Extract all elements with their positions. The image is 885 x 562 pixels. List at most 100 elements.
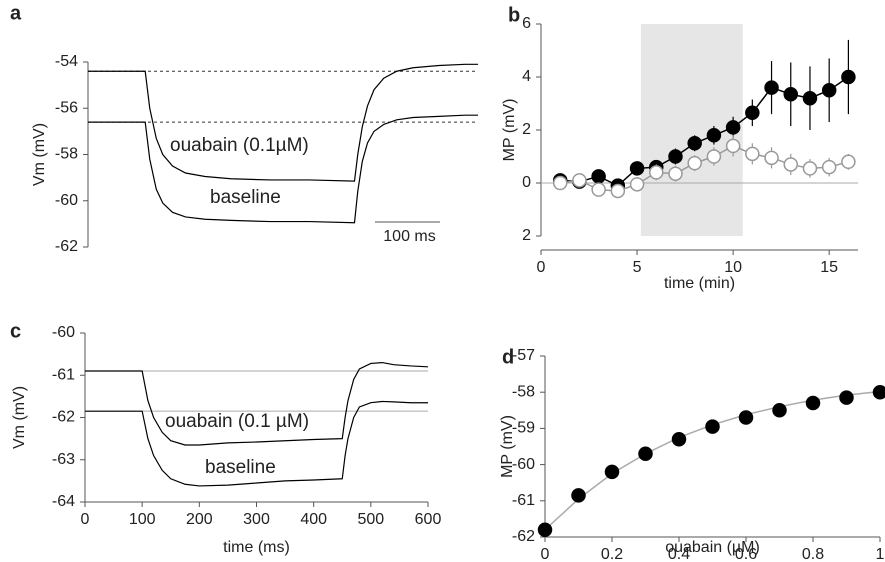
data-point bbox=[638, 446, 653, 461]
data-point bbox=[725, 138, 741, 154]
data-point bbox=[591, 169, 606, 184]
scale-bar-label: 100 ms bbox=[383, 228, 435, 245]
x-tick-label: 500 bbox=[357, 511, 384, 528]
data-point bbox=[668, 166, 683, 181]
data-point bbox=[738, 410, 754, 425]
trace-label: ouabain (0.1 µM) bbox=[165, 411, 309, 432]
trace-label: baseline bbox=[210, 187, 281, 208]
data-point bbox=[629, 161, 645, 176]
data-point bbox=[802, 161, 818, 176]
y-tick-label: 2 bbox=[522, 227, 531, 244]
y-tick-label: -57 bbox=[512, 347, 535, 364]
x-tick-label: 0.6 bbox=[735, 546, 757, 562]
data-point bbox=[705, 419, 720, 434]
x-tick-label: 10 bbox=[724, 259, 742, 276]
panel-letter: d bbox=[502, 346, 514, 368]
x-tick-label: 400 bbox=[300, 511, 327, 528]
y-tick-label: 0 bbox=[522, 174, 531, 191]
x-tick-label: 600 bbox=[415, 511, 442, 528]
x-tick-label: 0 bbox=[537, 259, 546, 276]
data-point bbox=[764, 80, 779, 95]
y-tick-label: -61 bbox=[52, 366, 75, 383]
data-point bbox=[649, 165, 664, 180]
y-tick-label: -60 bbox=[512, 456, 535, 473]
data-point bbox=[745, 146, 760, 162]
trace bbox=[85, 361, 429, 446]
panel-letter: a bbox=[10, 2, 22, 24]
y-tick-label: -56 bbox=[55, 99, 78, 116]
y-tick-label: -61 bbox=[512, 492, 535, 509]
y-tick-label: -62 bbox=[512, 528, 535, 545]
y-tick-label: -63 bbox=[52, 451, 75, 468]
y-axis-title: Vm (mV) bbox=[11, 386, 28, 449]
x-axis-title: time (min) bbox=[664, 275, 735, 292]
x-tick-label: 5 bbox=[633, 259, 642, 276]
y-tick-label: -54 bbox=[55, 53, 78, 70]
x-tick-label: 1 bbox=[876, 546, 885, 562]
data-point bbox=[687, 155, 702, 171]
x-tick-label: 0 bbox=[541, 546, 550, 562]
x-axis-title: time (ms) bbox=[223, 539, 290, 556]
data-point bbox=[668, 149, 683, 164]
data-point bbox=[629, 177, 645, 192]
data-point bbox=[764, 150, 779, 166]
data-point bbox=[552, 175, 568, 191]
trace-label: ouabain (0.1µM) bbox=[170, 135, 309, 156]
data-point bbox=[783, 157, 799, 172]
data-point bbox=[687, 136, 702, 151]
y-tick-label: 6 bbox=[522, 15, 531, 32]
data-point bbox=[610, 183, 626, 199]
y-tick-label: -64 bbox=[52, 493, 75, 510]
data-point bbox=[537, 522, 553, 538]
data-point bbox=[725, 120, 741, 135]
data-point bbox=[572, 173, 587, 188]
panel-letter: b bbox=[508, 4, 520, 26]
data-point bbox=[839, 390, 854, 405]
connecting-line bbox=[560, 76, 849, 187]
data-point bbox=[821, 159, 837, 175]
data-point bbox=[604, 464, 620, 480]
data-point bbox=[591, 182, 606, 197]
connecting-line bbox=[560, 145, 849, 192]
x-tick-label: 100 bbox=[129, 511, 156, 528]
x-tick-label: 0 bbox=[81, 511, 90, 528]
data-point bbox=[571, 488, 586, 503]
y-tick-label: 2 bbox=[522, 121, 531, 138]
data-point bbox=[821, 83, 837, 98]
trace-label: baseline bbox=[205, 457, 276, 478]
x-tick-label: 300 bbox=[243, 511, 270, 528]
panel-letter: c bbox=[10, 320, 21, 342]
y-tick-label: -58 bbox=[55, 146, 78, 163]
y-tick-label: -62 bbox=[55, 238, 78, 255]
y-tick-label: -60 bbox=[52, 324, 75, 341]
data-point bbox=[872, 384, 885, 400]
data-point bbox=[706, 128, 722, 143]
trace bbox=[88, 63, 478, 182]
x-tick-label: 15 bbox=[820, 259, 838, 276]
x-tick-label: 200 bbox=[186, 511, 213, 528]
x-tick-label: 0.2 bbox=[601, 546, 623, 562]
data-point bbox=[745, 105, 760, 121]
y-axis-title: MP (mV) bbox=[499, 415, 516, 478]
y-tick-label: -59 bbox=[512, 420, 535, 437]
fit-curve bbox=[544, 390, 881, 531]
data-point bbox=[783, 86, 799, 102]
data-point bbox=[706, 149, 722, 164]
x-tick-label: 0.4 bbox=[668, 546, 690, 562]
data-point bbox=[772, 403, 787, 418]
y-tick-label: -58 bbox=[512, 383, 535, 400]
data-point bbox=[671, 432, 687, 447]
trace bbox=[85, 400, 428, 487]
y-tick-label: -60 bbox=[55, 192, 78, 209]
y-tick-label: -62 bbox=[52, 409, 75, 426]
data-point bbox=[802, 90, 818, 106]
y-axis-title: MP (mV) bbox=[501, 99, 518, 162]
data-point bbox=[841, 154, 856, 170]
data-point bbox=[841, 69, 856, 85]
x-tick-label: 0.8 bbox=[802, 546, 824, 562]
x-axis-title: ouabain (µM) bbox=[665, 539, 760, 556]
trace bbox=[88, 114, 478, 224]
y-tick-label: 4 bbox=[522, 68, 531, 85]
y-axis-title: Vm (mV) bbox=[31, 123, 48, 186]
